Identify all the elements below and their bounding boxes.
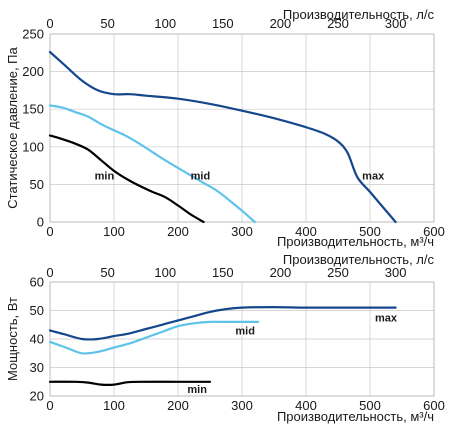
pressure-x2-axis-title: Производительность, л/с <box>283 7 435 22</box>
power-x-tick-label: 100 <box>103 398 125 413</box>
pressure-chart: Производительность, л/с 0 50 100 150 200 250 3… <box>5 7 445 249</box>
pressure-series-mid-line <box>48 104 256 224</box>
power-x-tick-label: 300 <box>231 398 253 413</box>
pressure-series-min-line <box>48 134 205 224</box>
pressure-x-axis-title: Производительность, м³/ч <box>277 234 434 249</box>
pressure-x2-tick-label: 0 <box>46 16 53 31</box>
power-x-axis-title: Производительность, м³/ч <box>277 409 434 424</box>
pressure-x-tick-label: 0 <box>46 224 53 239</box>
pressure-x-tick-label: 100 <box>103 224 125 239</box>
pressure-x-tick-label: 400 <box>295 224 317 239</box>
pressure-y-tick-label: 100 <box>22 139 44 154</box>
power-series-mid-line <box>48 320 260 355</box>
power-x2-axis-title: Производительность, л/с <box>283 252 435 267</box>
pressure-x2-tick-label: 100 <box>154 16 176 31</box>
pressure-y-tick-label: 200 <box>22 64 44 79</box>
pressure-series-mid-label: mid <box>191 170 211 182</box>
power-x2-tick-label: 50 <box>100 265 114 280</box>
power-y-tick-label: 30 <box>30 360 44 375</box>
power-x-tick-label: 200 <box>167 398 189 413</box>
power-series-max-line <box>48 306 397 341</box>
power-y-tick-label: 20 <box>30 389 44 404</box>
power-x2-tick-label: 250 <box>327 265 349 280</box>
power-x-tick-label: 0 <box>46 398 53 413</box>
pressure-x-tick-label: 300 <box>231 224 253 239</box>
pressure-x-tick-label: 500 <box>359 224 381 239</box>
power-series-min-line <box>48 380 212 386</box>
power-series-mid-label: mid <box>235 325 255 337</box>
power-y-axis-title: Мощность, Вт <box>5 297 20 381</box>
power-y-tick-label: 40 <box>30 332 44 347</box>
power-x2-tick-label: 0 <box>46 265 53 280</box>
pressure-x-tick-label: 200 <box>167 224 189 239</box>
power-series-min-label: min <box>187 384 207 396</box>
pressure-series-min-label: min <box>95 170 115 182</box>
pressure-y-axis-title: Статическое давление, Па <box>5 47 20 209</box>
pressure-x2-tick-label: 300 <box>385 16 407 31</box>
pressure-x2-tick-label: 250 <box>327 16 349 31</box>
power-chart: Производительность, л/с 0 50 100 150 200 250 3… <box>5 252 445 424</box>
power-x2-tick-label: 200 <box>270 265 292 280</box>
power-x-tick-label: 500 <box>359 398 381 413</box>
pressure-series-max-label: max <box>362 170 385 182</box>
pressure-x2-tick-label: 200 <box>270 16 292 31</box>
power-x-tick-label: 600 <box>423 398 445 413</box>
pressure-plot-frame <box>49 33 435 223</box>
power-x2-tick-label: 150 <box>212 265 234 280</box>
power-y-tick-label: 50 <box>30 303 44 318</box>
pressure-x2-tick-label: 150 <box>212 16 234 31</box>
power-y-tick-label: 60 <box>30 275 44 290</box>
pressure-y-tick-label: 150 <box>22 102 44 117</box>
power-plot-frame <box>49 281 435 397</box>
pressure-y-tick-label: 250 <box>22 27 44 42</box>
pressure-series-max-line <box>48 50 397 224</box>
power-series-max-label: max <box>375 313 398 325</box>
power-x2-tick-label: 300 <box>385 265 407 280</box>
pressure-x2-tick-label: 50 <box>100 16 114 31</box>
pressure-y-tick-label: 50 <box>30 177 44 192</box>
pressure-y-tick-label: 0 <box>37 215 44 230</box>
power-x2-tick-label: 100 <box>154 265 176 280</box>
power-x-tick-label: 400 <box>295 398 317 413</box>
pressure-x-tick-label: 600 <box>423 224 445 239</box>
